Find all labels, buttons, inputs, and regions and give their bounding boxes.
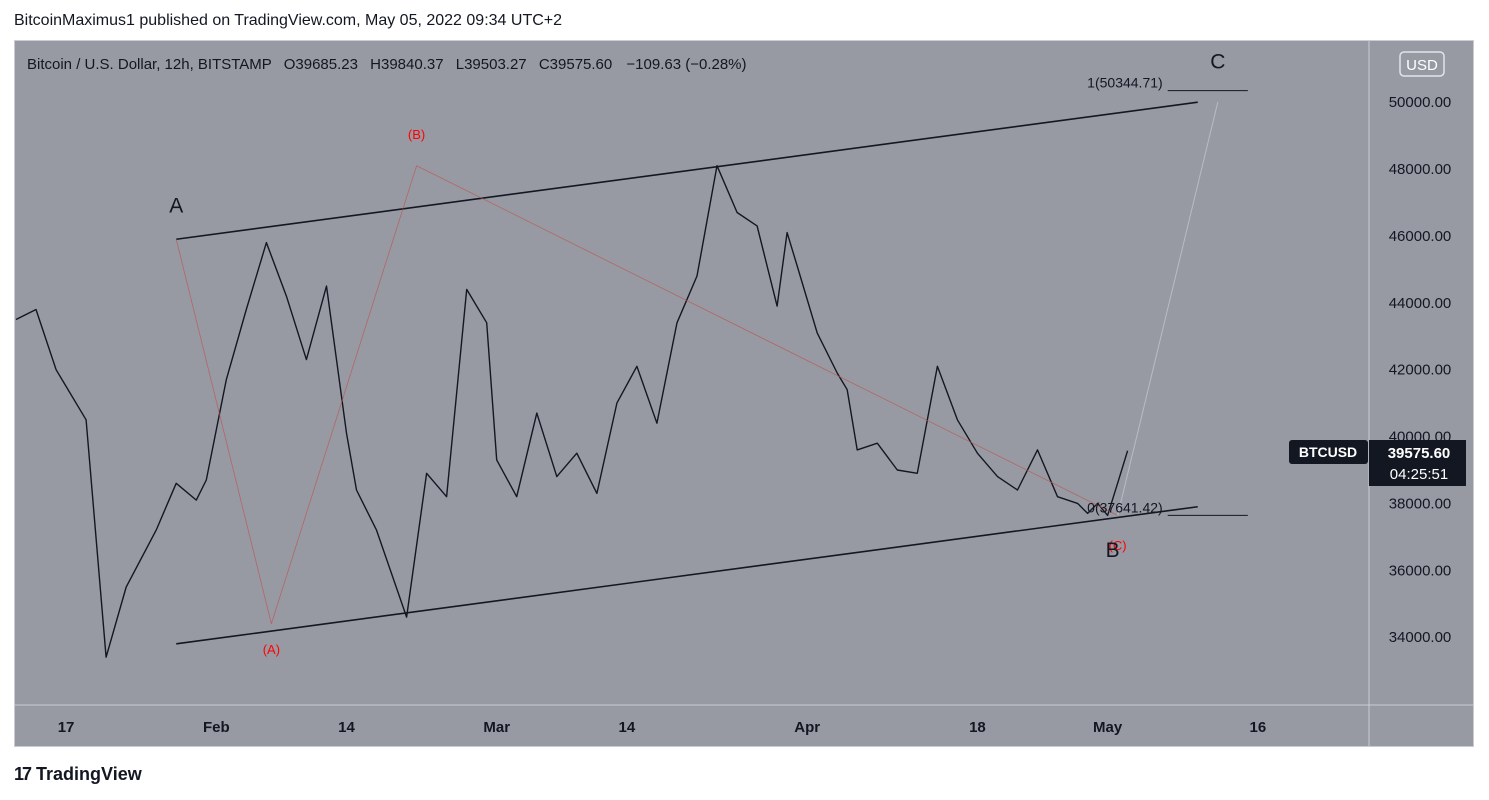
y-tick-label: 48000.00 [1389,161,1452,178]
legend-h-value: 39840.37 [381,56,444,73]
footer-branding[interactable]: 17 TradingView [14,764,142,785]
y-tick-label: 50000.00 [1389,94,1452,111]
x-tick-label: 17 [58,719,75,736]
fib-levels: 1(50344.71) 0(37641.42) [1087,75,1248,516]
legend-o-value: 39685.23 [295,56,358,73]
wave-connector [416,165,1118,516]
x-tick-label: Feb [203,719,230,736]
wave-label: B [1106,539,1120,562]
price-tag: BTCUSD 39575.60 04:25:51 [1289,440,1466,486]
x-tick-label: 14 [338,719,355,736]
y-tick-label: 42000.00 [1389,362,1452,379]
wave-connector [175,239,272,624]
x-tick-label: Apr [794,719,820,736]
channel-lower-line [176,505,1198,645]
y-tick-label: 46000.00 [1389,228,1452,245]
channel-upper-line [176,101,1198,241]
x-tick-label: 16 [1249,719,1266,736]
wave-label: (A) [263,642,280,657]
price-line [15,164,1129,658]
tradingview-logo-icon: 17 [14,764,32,784]
legend-c-label: C [539,56,550,73]
legend-l-label: L [456,56,464,73]
wave-labels: A (A) (B) (C)B C [169,51,1225,657]
price-tag-symbol: BTCUSD [1299,444,1357,460]
footer-logo-text: TradingView [36,764,142,784]
y-tick-label: 34000.00 [1389,629,1452,646]
x-tick-label: May [1093,719,1123,736]
x-tick-label: Mar [483,719,510,736]
price-tag-value: 39575.60 [1388,445,1451,462]
fib-level-label: 1(50344.71) [1087,75,1163,91]
legend-line: Bitcoin / U.S. Dollar, 12h, BITSTAMP O39… [27,56,747,73]
y-tick-label: 44000.00 [1389,295,1452,312]
legend-change: −109.63 (−0.28%) [626,56,746,73]
x-tick-label: 14 [619,719,636,736]
fib-level-label: 0(37641.42) [1087,499,1163,515]
y-tick-label: 36000.00 [1389,562,1452,579]
legend-symbol: Bitcoin / U.S. Dollar, 12h, BITSTAMP [27,56,272,73]
currency-label: USD [1406,57,1438,74]
projection-line [1117,102,1219,516]
wave-connector [270,165,417,624]
price-tag-countdown: 04:25:51 [1390,466,1448,483]
x-tick-label: 18 [969,719,986,736]
wave-label: (B) [408,127,425,142]
wave-label: C [1210,51,1225,74]
wave-label: A [169,195,183,218]
chart-frame[interactable] [14,40,1474,747]
y-axis: 34000.0036000.0038000.0040000.0042000.00… [1389,94,1452,646]
wave-label: (C) [1109,538,1127,553]
legend-c-value: 39575.60 [550,56,613,73]
y-tick-label: 38000.00 [1389,495,1452,512]
legend-o-label: O [284,56,296,73]
publisher-line: BitcoinMaximus1 published on TradingView… [14,12,563,29]
wave-lines [175,102,1219,624]
legend-h-label: H [370,56,381,73]
currency-button[interactable]: USD [1399,51,1445,77]
price-path [15,164,1129,658]
channel-lines [176,101,1198,645]
legend-l-value: 39503.27 [464,56,527,73]
x-axis: 17 Feb 14 Mar 14 Apr 18 May 16 [58,719,1266,736]
